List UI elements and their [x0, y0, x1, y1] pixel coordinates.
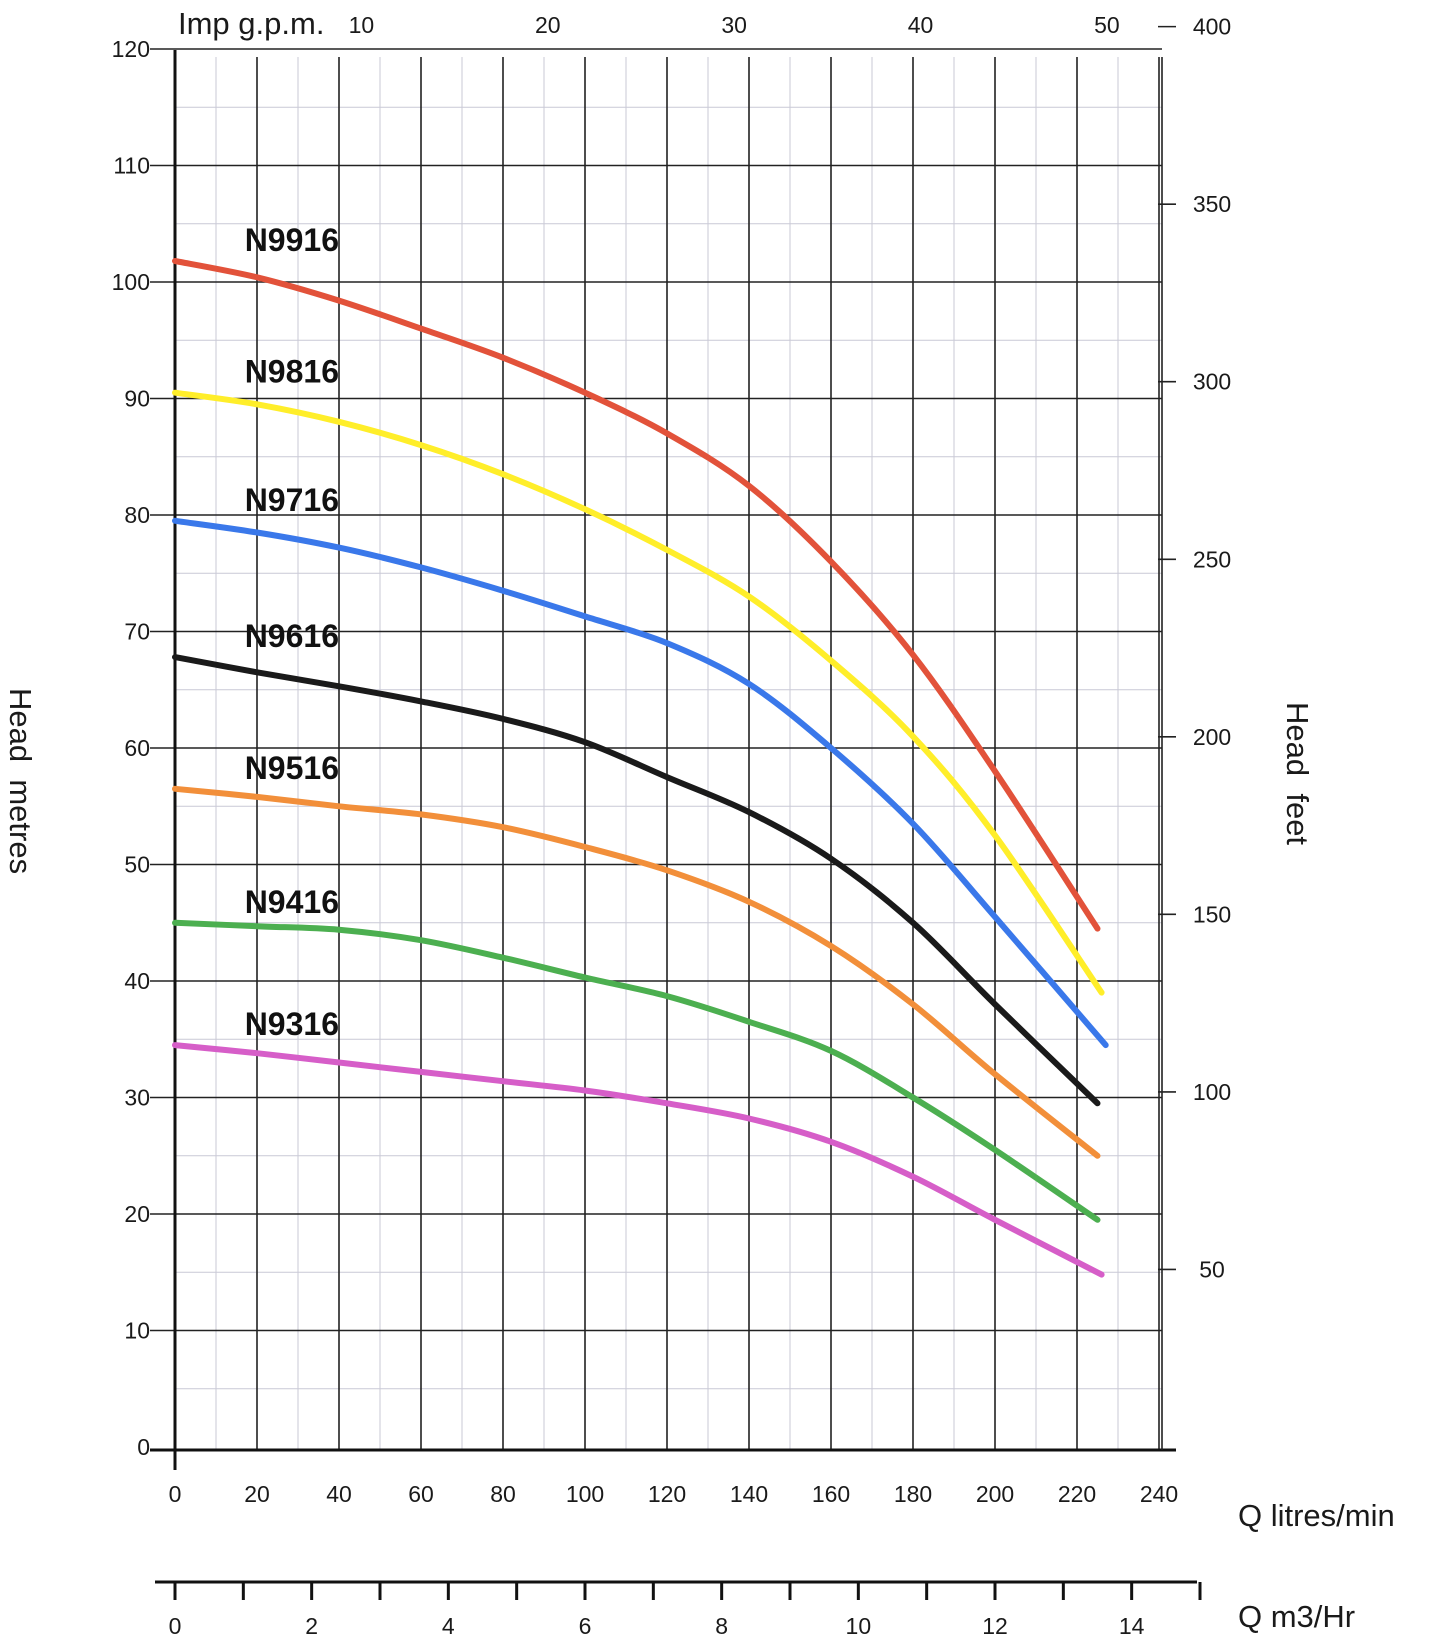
- feet-tick-label: 300: [1193, 369, 1231, 395]
- y-tick-label: 80: [124, 502, 150, 528]
- axes: [150, 50, 1202, 1600]
- x-tick-label: 60: [408, 1481, 434, 1507]
- curve-n9716: [172, 517, 1109, 1049]
- x-tick-label: 0: [169, 1481, 182, 1507]
- series-labels: N9916 N9816 N9716 N9616 N9516 N9416 N9316: [245, 222, 339, 1042]
- series-label-n9416: N9416: [245, 884, 339, 920]
- y-tick-label: 100: [112, 269, 150, 295]
- x-tick-label: 200: [976, 1481, 1014, 1507]
- x-tick-label: 220: [1058, 1481, 1096, 1507]
- m3-tick-label: 0: [169, 1613, 182, 1639]
- y-tick-label: 110: [113, 153, 150, 179]
- minor-grid: [175, 57, 1162, 1450]
- series-label-n9716: N9716: [245, 482, 339, 518]
- major-grid: [150, 25, 1176, 1450]
- curve-n9416: [172, 919, 1101, 1223]
- x-tick-label: 40: [326, 1481, 352, 1507]
- y-tick-label: 60: [124, 735, 150, 761]
- gpm-tick-label: 10: [349, 12, 375, 38]
- y-tick-label: 70: [124, 619, 150, 645]
- curve-n9916: [172, 258, 1101, 932]
- m3-tick-label: 14: [1119, 1613, 1145, 1639]
- series-label-n9316: N9316: [245, 1006, 339, 1042]
- feet-tick-label: 150: [1193, 901, 1231, 927]
- m3-axis-title: Q m3/Hr: [1238, 1599, 1355, 1634]
- series-label-n9516: N9516: [245, 750, 339, 786]
- x-tick-label: 160: [812, 1481, 850, 1507]
- series-label-n9916: N9916: [245, 222, 339, 258]
- curve-n9316: [172, 1042, 1105, 1278]
- curve-n9616: [172, 654, 1101, 1107]
- x-tick-label: 240: [1140, 1481, 1178, 1507]
- y-tick-label: 90: [124, 386, 150, 412]
- gpm-tick-label: 20: [535, 12, 561, 38]
- gpm-tick-label: 50: [1094, 12, 1120, 38]
- feet-tick-label: 350: [1193, 191, 1231, 217]
- y-tick-label: 10: [124, 1318, 150, 1344]
- x-tick-label: 120: [648, 1481, 686, 1507]
- right-axis-title: Head feet: [1280, 702, 1315, 845]
- y-tick-label: 120: [112, 36, 150, 62]
- y-tick-label: 30: [124, 1085, 150, 1111]
- bottom-axis-title: Q litres/min: [1238, 1498, 1395, 1533]
- m3-tick-label: 12: [982, 1613, 1008, 1639]
- x-tick-label: 20: [244, 1481, 270, 1507]
- y-tick-label: 40: [124, 968, 150, 994]
- m3-tick-label: 4: [442, 1613, 455, 1639]
- feet-tick-label: 50: [1199, 1256, 1225, 1282]
- feet-tick-label: 400: [1193, 14, 1231, 40]
- feet-tick-label: 250: [1193, 546, 1231, 572]
- y-tick-label: 50: [124, 852, 150, 878]
- m3-tick-label: 10: [846, 1613, 872, 1639]
- top-axis-title: Imp g.p.m.: [178, 6, 324, 41]
- x-tick-label: 180: [894, 1481, 932, 1507]
- y-tick-label: 20: [124, 1201, 150, 1227]
- curve-n9516: [172, 785, 1101, 1159]
- feet-tick-label: 100: [1193, 1079, 1231, 1105]
- curve-n9816: [172, 389, 1105, 996]
- x-tick-label: 140: [730, 1481, 768, 1507]
- y-tick-label: 0: [137, 1434, 150, 1460]
- gpm-tick-label: 30: [721, 12, 747, 38]
- series-label-n9616: N9616: [245, 618, 339, 654]
- left-axis-title: Head metres: [3, 688, 38, 874]
- gpm-tick-label: 40: [908, 12, 934, 38]
- m3-tick-label: 6: [579, 1613, 592, 1639]
- curves: [172, 258, 1109, 1278]
- x-tick-label: 80: [490, 1481, 516, 1507]
- x-tick-label: 100: [566, 1481, 604, 1507]
- series-label-n9816: N9816: [245, 354, 339, 390]
- feet-tick-label: 200: [1193, 724, 1231, 750]
- m3-tick-label: 2: [305, 1613, 318, 1639]
- m3-tick-label: 8: [715, 1613, 728, 1639]
